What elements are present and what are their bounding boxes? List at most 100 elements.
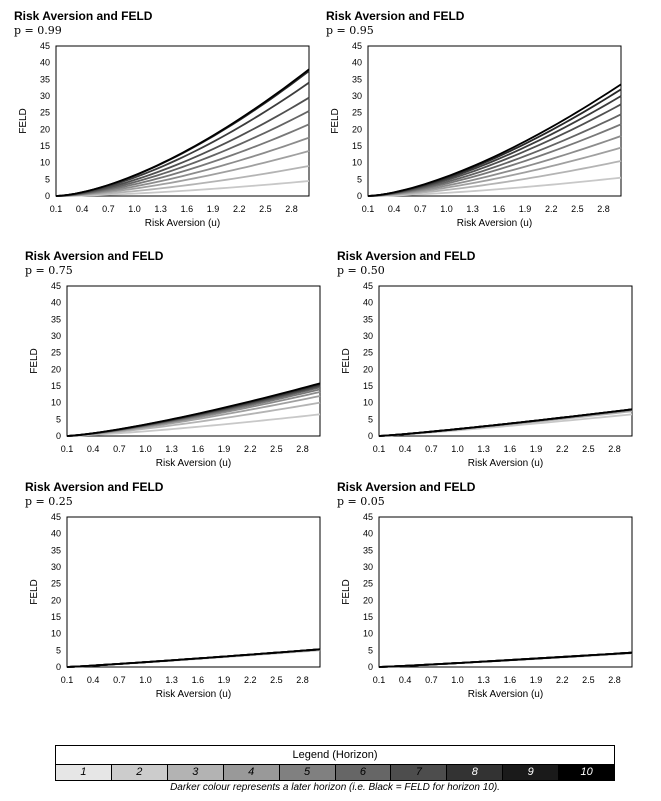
y-tick-label: 10 — [40, 158, 50, 168]
x-tick-label: 2.5 — [259, 204, 272, 214]
y-tick-label: 40 — [363, 529, 373, 539]
plot-frame — [55, 45, 310, 197]
y-tick-label: 30 — [363, 331, 373, 341]
x-tick-label: 1.3 — [165, 444, 178, 454]
y-tick-label: 30 — [51, 331, 61, 341]
x-tick-label: 1.6 — [192, 444, 205, 454]
x-tick-label: 1.3 — [477, 675, 490, 685]
legend-item: 1 — [56, 765, 111, 780]
y-tick-label: 35 — [40, 74, 50, 84]
series-line-horizon-1 — [367, 176, 622, 197]
y-tick-label: 20 — [352, 124, 362, 134]
y-tick-label: 15 — [352, 141, 362, 151]
chart-title: Risk Aversion and FELD — [25, 480, 164, 494]
x-tick-label: 2.5 — [270, 444, 283, 454]
plot-frame — [367, 45, 622, 197]
chart-panel-p050: Risk Aversion and FELD p = 0.50 0 5 10 15 20… — [337, 249, 652, 474]
x-tick-label: 0.7 — [113, 444, 126, 454]
chart-plot: 0 5 10 15 20 25 30 35 40 45 0.1 0.4 0.7 1.0 1.3 1.6 1.9 2… — [29, 512, 321, 700]
series-line-horizon-10 — [378, 408, 633, 437]
y-tick-label: 0 — [357, 191, 362, 201]
x-tick-label: 1.9 — [530, 675, 543, 685]
y-tick-label: 15 — [40, 141, 50, 151]
y-tick-label: 10 — [363, 398, 373, 408]
y-tick-label: 35 — [51, 545, 61, 555]
chart-subtitle: p = 0.95 — [326, 24, 374, 37]
x-tick-label: 0.4 — [87, 444, 100, 454]
x-tick-label: 0.4 — [399, 444, 412, 454]
y-axis-label: FELD — [341, 348, 352, 374]
chart-subtitle: p = 0.75 — [25, 264, 73, 277]
x-tick-label: 2.5 — [571, 204, 584, 214]
y-tick-label: 0 — [56, 431, 61, 441]
series-line-horizon-10 — [367, 83, 622, 197]
x-tick-label: 2.2 — [233, 204, 246, 214]
x-tick-label: 1.3 — [477, 444, 490, 454]
y-tick-label: 35 — [51, 314, 61, 324]
legend-item: 6 — [334, 765, 391, 780]
y-tick-label: 35 — [352, 74, 362, 84]
x-tick-label: 1.0 — [128, 204, 141, 214]
y-tick-label: 20 — [40, 124, 50, 134]
legend-item: 3 — [166, 765, 223, 780]
y-tick-label: 35 — [363, 545, 373, 555]
chart-plot: 0 5 10 15 20 25 30 35 40 45 0.1 0.4 0.7 1.0 1.3 1.6 1.9 2… — [341, 512, 633, 700]
legend-item: 2 — [110, 765, 167, 780]
x-axis-label: Risk Aversion (u) — [156, 458, 231, 469]
chart-plot: 0 5 10 15 20 25 30 35 40 45 0.1 0.4 0.7 1.0 1.3 1.6 1.9 2… — [341, 281, 633, 469]
x-tick-label: 0.7 — [102, 204, 115, 214]
x-tick-label: 0.7 — [425, 675, 438, 685]
chart-panel-p095: Risk Aversion and FELD p = 0.95 0 5 10 15 20… — [326, 9, 641, 234]
y-tick-label: 40 — [352, 58, 362, 68]
x-tick-label: 1.9 — [218, 675, 231, 685]
legend: Legend (Horizon) 1 2 3 4 5 6 7 8 9 10 Da… — [55, 745, 615, 793]
series-line-horizon-1 — [66, 413, 321, 437]
y-tick-label: 15 — [51, 612, 61, 622]
x-tick-label: 2.5 — [270, 675, 283, 685]
y-tick-label: 45 — [51, 281, 61, 291]
y-tick-label: 25 — [51, 579, 61, 589]
x-axis-label: Risk Aversion (u) — [468, 689, 543, 700]
y-tick-label: 25 — [51, 348, 61, 358]
x-tick-label: 0.4 — [399, 675, 412, 685]
x-axis-label: Risk Aversion (u) — [145, 218, 220, 229]
chart-subtitle: p = 0.05 — [337, 495, 385, 508]
y-tick-label: 5 — [56, 645, 61, 655]
x-tick-label: 1.6 — [504, 675, 517, 685]
x-tick-label: 1.9 — [218, 444, 231, 454]
y-tick-label: 15 — [363, 612, 373, 622]
y-tick-label: 10 — [51, 398, 61, 408]
x-tick-label: 2.8 — [608, 444, 621, 454]
legend-item: 7 — [390, 765, 447, 780]
x-tick-label: 1.6 — [504, 444, 517, 454]
x-tick-label: 1.0 — [440, 204, 453, 214]
y-tick-label: 10 — [51, 629, 61, 639]
x-tick-label: 0.7 — [113, 675, 126, 685]
x-axis-label: Risk Aversion (u) — [457, 218, 532, 229]
series-line-horizon-9 — [367, 88, 622, 197]
legend-item: 8 — [446, 765, 503, 780]
x-tick-label: 0.1 — [61, 444, 74, 454]
y-axis-label: FELD — [330, 108, 341, 134]
series-line-horizon-10 — [55, 68, 310, 197]
x-axis-label: Risk Aversion (u) — [468, 458, 543, 469]
chart-panel-p075: Risk Aversion and FELD p = 0.75 0 5 10 15 20… — [25, 249, 340, 474]
y-tick-label: 45 — [363, 281, 373, 291]
legend-item: 9 — [502, 765, 559, 780]
y-axis-label: FELD — [29, 579, 40, 605]
y-tick-label: 45 — [352, 41, 362, 51]
chart-plot: 0 5 10 15 20 25 30 35 40 45 0.1 0.4 0.7 1.0 1.3 1.6 1.9 2… — [330, 41, 622, 229]
x-tick-label: 1.6 — [192, 675, 205, 685]
y-tick-label: 10 — [363, 629, 373, 639]
x-tick-label: 0.7 — [414, 204, 427, 214]
chart-title: Risk Aversion and FELD — [337, 249, 476, 263]
series-line-horizon-9 — [55, 70, 310, 197]
x-tick-label: 1.0 — [139, 675, 152, 685]
x-tick-label: 0.1 — [61, 675, 74, 685]
chart-plot: 0 5 10 15 20 25 30 35 40 45 0.1 0.4 0.7 1.0 1.3 1.6 1.9 2… — [29, 281, 321, 469]
y-tick-label: 20 — [51, 595, 61, 605]
chart-panel-p099: Risk Aversion and FELD p = 0.99 0 5 10 15 20… — [14, 9, 329, 234]
x-tick-label: 0.1 — [373, 675, 386, 685]
y-tick-label: 45 — [51, 512, 61, 522]
chart-title: Risk Aversion and FELD — [326, 9, 465, 23]
